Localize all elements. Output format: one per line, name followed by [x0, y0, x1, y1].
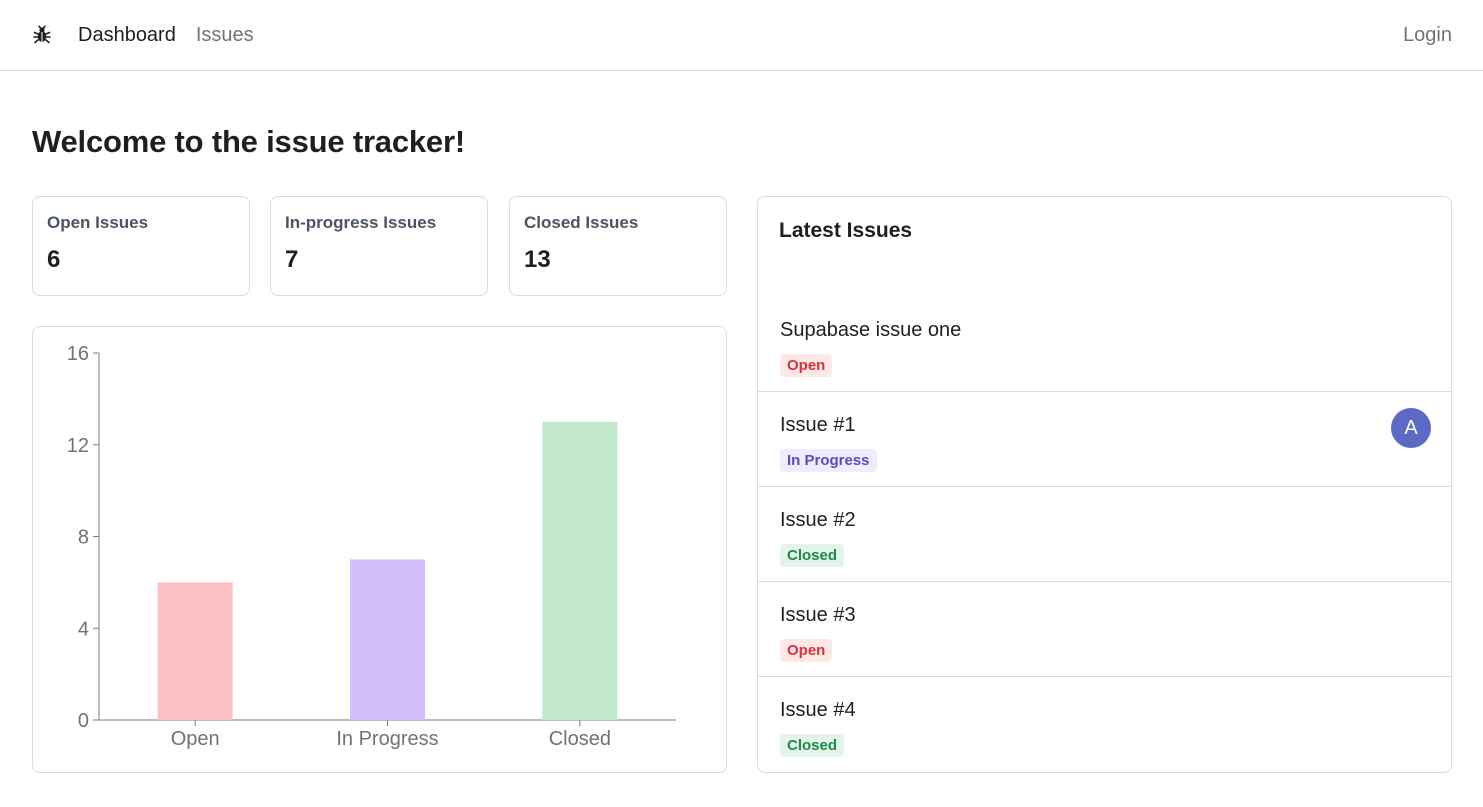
issue-row[interactable]: Issue #4 Closed [758, 676, 1451, 771]
issue-status-chart-card: 0 4 8 12 16 Open In Progress Closed [32, 326, 727, 773]
y-tick-label: 8 [78, 527, 89, 549]
latest-issues-title: Latest Issues [779, 219, 913, 242]
y-tick-label: 4 [78, 618, 89, 640]
y-tick-label: 12 [67, 435, 89, 457]
stat-value: 13 [524, 246, 551, 273]
issue-title[interactable]: Issue #1 [780, 414, 856, 436]
assignee-avatar[interactable]: A [1391, 408, 1431, 448]
x-tick-label: Closed [549, 728, 611, 750]
stat-card-open: Open Issues 6 [32, 196, 250, 296]
stat-value: 6 [47, 246, 61, 273]
bar-closed [542, 421, 618, 720]
issue-row[interactable]: Issue #1 In Progress A [758, 391, 1451, 486]
stat-card-closed: Closed Issues 13 [509, 196, 727, 296]
stat-card-in-progress: In-progress Issues 7 [270, 196, 488, 296]
nav-link-dashboard[interactable]: Dashboard [78, 23, 176, 46]
login-link[interactable]: Login [1403, 23, 1452, 46]
stat-value: 7 [285, 246, 299, 273]
issue-title[interactable]: Issue #3 [780, 604, 856, 626]
x-tick-label: Open [171, 728, 220, 750]
issue-status-bar-chart: 0 4 8 12 16 Open In Progress Closed [67, 343, 676, 750]
issue-row[interactable]: Issue #3 Open [758, 581, 1451, 676]
status-badge: Open [780, 639, 833, 662]
stat-label: In-progress Issues [285, 213, 437, 232]
stat-label: Open Issues [47, 213, 149, 232]
status-badge: Open [780, 354, 833, 377]
bar-in-progress [350, 559, 425, 720]
page-title: Welcome to the issue tracker! [32, 124, 465, 159]
y-tick-label: 0 [78, 710, 89, 732]
stat-label: Closed Issues [524, 213, 639, 232]
issue-title[interactable]: Issue #4 [780, 699, 856, 721]
status-badge: In Progress [780, 449, 877, 472]
bug-icon[interactable] [32, 25, 52, 45]
bar-open [157, 582, 233, 720]
x-tick-label: In Progress [336, 728, 438, 750]
y-tick-label: 16 [67, 343, 89, 365]
navbar: Dashboard Issues Login [0, 0, 1483, 71]
issue-title[interactable]: Supabase issue one [780, 319, 962, 341]
issue-row[interactable]: Supabase issue one Open [758, 297, 1451, 392]
status-badge: Closed [780, 544, 845, 567]
latest-issues-card: Latest Issues Supabase issue one Open Is… [757, 196, 1452, 773]
nav-link-issues[interactable]: Issues [195, 23, 254, 46]
issue-title[interactable]: Issue #2 [780, 509, 856, 531]
status-badge: Closed [780, 734, 845, 757]
issue-row[interactable]: Issue #2 Closed [758, 486, 1451, 581]
